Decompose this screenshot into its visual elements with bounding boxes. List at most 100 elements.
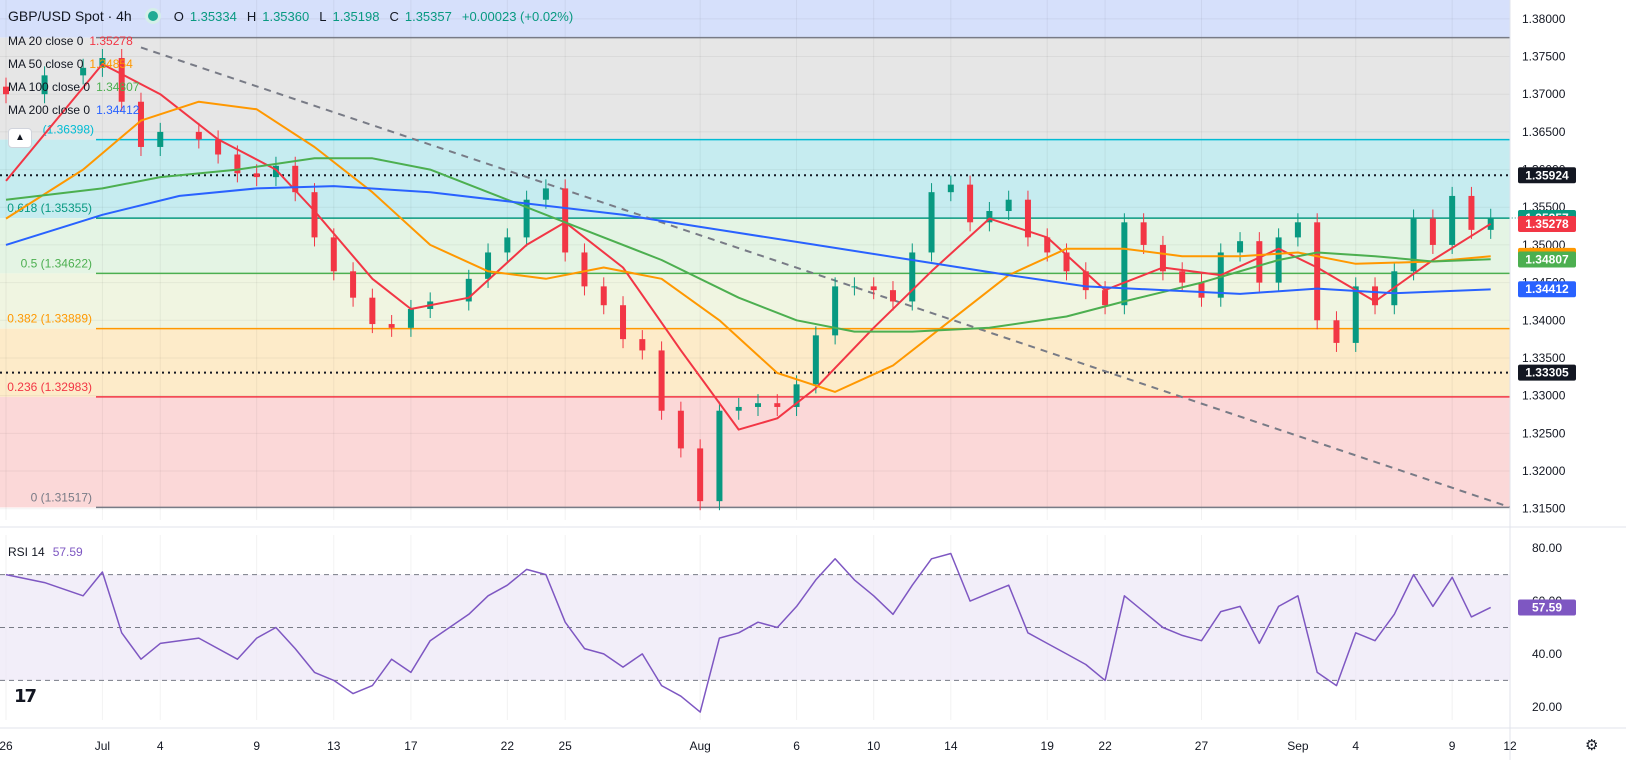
rsi-legend[interactable]: RSI 14 57.59 (8, 545, 83, 559)
rsi-y-tick-label: 40.00 (1532, 647, 1562, 661)
candle-body (1256, 241, 1263, 283)
ma20-legend[interactable]: MA 20 close 0 1.35278 (8, 31, 133, 51)
fib-label-0.786: (1.36398) (43, 123, 94, 137)
candle-body (774, 403, 781, 407)
ma50-name: MA 50 close 0 (8, 57, 84, 71)
ma100-value: 1.34807 (96, 80, 140, 94)
trendline (140, 46, 1511, 509)
x-tick-label: 25 (558, 739, 572, 753)
rsi-y-tick-label: 20.00 (1532, 700, 1562, 714)
candle-body (1198, 282, 1205, 298)
rsi-band (0, 574, 1510, 681)
fib-zone-0.618 (0, 139, 1510, 219)
tradingview-logo-icon[interactable]: 17 (14, 686, 37, 707)
candle-body (1005, 199, 1012, 212)
close-value: 1.35357 (404, 8, 452, 24)
candle-body (292, 165, 299, 193)
ma50-legend[interactable]: MA 50 close 0 1.34854 (8, 54, 133, 74)
price-badge (1518, 215, 1576, 232)
candle-body (1140, 222, 1147, 245)
candle-body (986, 211, 993, 223)
ma100-name: MA 100 close 0 (8, 80, 91, 94)
high-value: 1.35360 (262, 8, 310, 24)
x-tick-label: Jul (95, 739, 110, 753)
y-tick-label: 1.37500 (1522, 50, 1566, 64)
fib-zone-0.786 (0, 37, 1510, 140)
candle-body (870, 286, 877, 291)
fib-label-0.5: 0.5 (1.34622) (21, 256, 92, 270)
candle-body (1082, 271, 1089, 291)
candle-body (1044, 237, 1051, 253)
candle-body (716, 410, 723, 502)
series-line (5, 185, 1491, 295)
candle-body (620, 305, 627, 340)
series-line (5, 157, 1491, 333)
candle-body (967, 184, 974, 223)
candle-body (3, 86, 9, 95)
price-badge-label: 1.34412 (1525, 282, 1569, 296)
candle-body (1449, 195, 1456, 245)
candle-body (677, 410, 684, 449)
candle-body (1314, 222, 1321, 321)
fib-zone-0 (0, 396, 1510, 508)
rsi-badge (1518, 599, 1576, 616)
candle-body (504, 237, 511, 253)
rsi-y-tick-label: 80.00 (1532, 541, 1562, 555)
candle-body (253, 173, 260, 178)
candle-body (851, 286, 858, 288)
fib-label-0: 0 (1.31517) (31, 490, 92, 504)
candle-body (909, 252, 916, 302)
series-line (5, 100, 1491, 393)
symbol-title[interactable]: GBP/USD Spot · 4h (8, 8, 132, 24)
candle-body (1468, 195, 1475, 230)
fib-zone-top (0, 0, 1510, 38)
x-tick-label: 22 (501, 739, 515, 753)
x-tick-label: 13 (327, 739, 341, 753)
fib-zone-0.236 (0, 328, 1510, 397)
close-label: C (389, 8, 399, 24)
x-tick-label: 9 (253, 739, 260, 753)
ma200-legend[interactable]: MA 200 close 0 1.34412 (8, 100, 139, 120)
y-tick-label: 1.33000 (1522, 389, 1566, 403)
candle-body (1102, 290, 1109, 306)
rsi-value: 57.59 (52, 545, 83, 559)
candle-body (581, 252, 588, 287)
series-line (5, 63, 1492, 431)
fib-label-0.236: 0.236 (1.32983) (7, 380, 92, 394)
candle-body (735, 406, 742, 411)
price-badge-label: 1.35924 (1525, 168, 1569, 182)
price-badge (1518, 364, 1576, 381)
fib-label-0.382: 0.382 (1.33889) (7, 312, 92, 326)
price-badge-label: 1.35278 (1525, 217, 1569, 231)
gear-icon[interactable]: ⚙ (1585, 737, 1599, 754)
y-tick-label: 1.34000 (1522, 313, 1566, 327)
ma20-value: 1.35278 (89, 34, 133, 48)
y-tick-label: 1.36500 (1522, 125, 1566, 139)
x-tick-label: 22 (1098, 739, 1112, 753)
ma100-legend[interactable]: MA 100 close 0 1.34807 (8, 77, 139, 97)
candle-body (697, 448, 704, 502)
x-tick-label: 10 (867, 739, 881, 753)
candle-body (639, 339, 646, 351)
open-value: 1.35334 (189, 8, 237, 24)
candle-body (1179, 271, 1186, 283)
candle-body (793, 384, 800, 407)
change-value: +0.00023 (+0.02%) (461, 8, 574, 24)
y-tick-label: 1.38000 (1522, 12, 1566, 26)
candle-body (311, 192, 318, 238)
x-tick-label: Aug (689, 739, 710, 753)
candle-body (1063, 252, 1070, 272)
price-badge (1518, 281, 1576, 298)
candle-body (832, 286, 839, 336)
price-badge (1518, 167, 1576, 184)
candle-body (465, 278, 472, 302)
candle-body (889, 290, 896, 302)
candle-body (41, 75, 48, 95)
x-tick-label: 4 (1352, 739, 1359, 753)
candle-body (542, 188, 549, 200)
candle-body (1429, 218, 1436, 245)
x-tick-label: 26 (0, 739, 13, 753)
chevron-up-icon[interactable]: ▲ (8, 128, 32, 148)
candle-body (99, 58, 106, 68)
y-tick-label: 1.31500 (1522, 502, 1566, 516)
